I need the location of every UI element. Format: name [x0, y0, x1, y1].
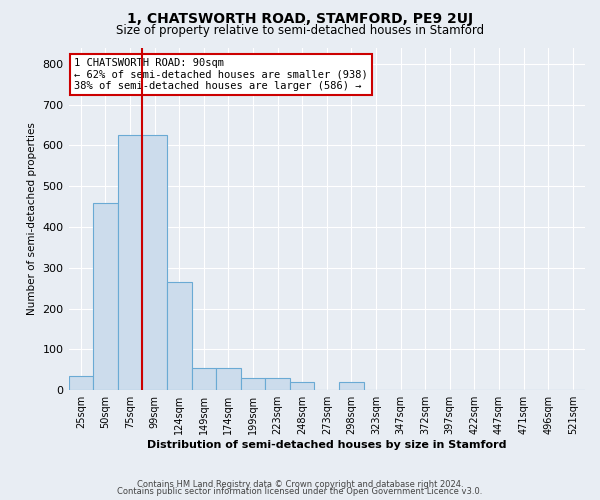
Bar	[339, 382, 364, 390]
Text: 1 CHATSWORTH ROAD: 90sqm
← 62% of semi-detached houses are smaller (938)
38% of : 1 CHATSWORTH ROAD: 90sqm ← 62% of semi-d…	[74, 58, 367, 91]
Bar	[68, 376, 93, 390]
Text: Contains public sector information licensed under the Open Government Licence v3: Contains public sector information licen…	[118, 487, 482, 496]
Text: Contains HM Land Registry data © Crown copyright and database right 2024.: Contains HM Land Registry data © Crown c…	[137, 480, 463, 489]
Bar	[290, 382, 314, 390]
Bar	[93, 202, 118, 390]
Bar	[241, 378, 265, 390]
Bar	[191, 368, 216, 390]
Bar	[118, 135, 142, 390]
Bar	[167, 282, 191, 390]
Bar	[216, 368, 241, 390]
Y-axis label: Number of semi-detached properties: Number of semi-detached properties	[27, 122, 37, 316]
Text: 1, CHATSWORTH ROAD, STAMFORD, PE9 2UJ: 1, CHATSWORTH ROAD, STAMFORD, PE9 2UJ	[127, 12, 473, 26]
X-axis label: Distribution of semi-detached houses by size in Stamford: Distribution of semi-detached houses by …	[147, 440, 506, 450]
Bar	[142, 135, 167, 390]
Text: Size of property relative to semi-detached houses in Stamford: Size of property relative to semi-detach…	[116, 24, 484, 37]
Bar	[265, 378, 290, 390]
